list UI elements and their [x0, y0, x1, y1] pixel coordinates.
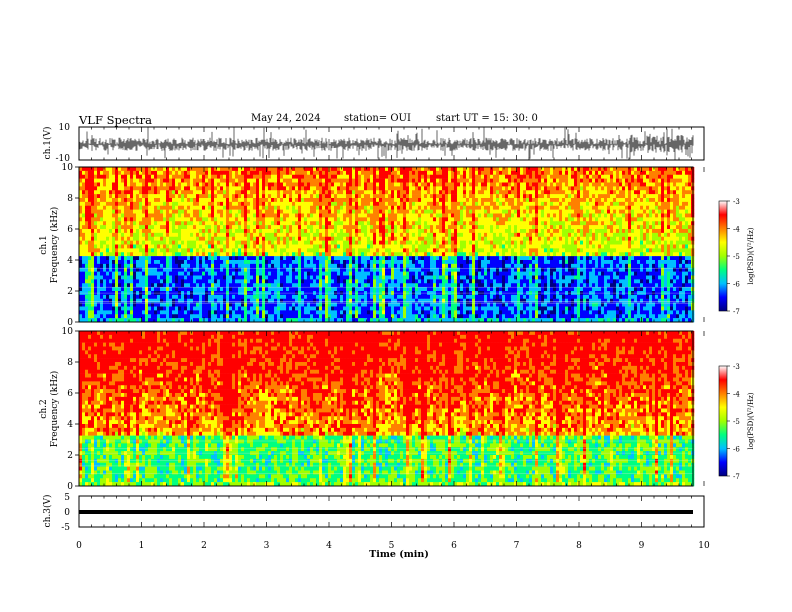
time-axis-ticks [78, 127, 705, 527]
colorbar-tick-label: -4 [733, 226, 740, 234]
ch1-spectrogram-channel-label: ch.1 [39, 235, 49, 254]
ch2-colorbar-ticks: -3 -4 -5 -6 -7 [727, 363, 740, 481]
time-tick-label: 7 [514, 541, 520, 551]
ch1-colorbar-label: log(PSD)(V²/Hz) [747, 227, 755, 284]
frequency-tick-label: 10 [62, 163, 74, 173]
ch3-waveform-ylabel: ch.3(V) [42, 495, 53, 528]
ch1-spectrogram-frame [78, 166, 694, 323]
date-label: May 24, 2024 [251, 113, 321, 124]
ch2-spectrogram-frame [78, 330, 694, 487]
ch1-colorbar [718, 200, 728, 312]
time-tick-label: 5 [389, 541, 395, 551]
colorbar-tick-label: -7 [733, 308, 740, 316]
start-time-label: start UT = 15: 30: 0 [436, 113, 538, 124]
ch1-ytick-bottom: -10 [56, 154, 71, 164]
ch2-colorbar-label: log(PSD)(V²/Hz) [747, 392, 755, 449]
time-axis-label: Time (min) [369, 549, 429, 560]
time-tick-label: 4 [326, 541, 332, 551]
ch1-ytick-top: 10 [59, 123, 71, 133]
colorbar-tick-label: -5 [733, 253, 740, 261]
station-label: station= OUI [344, 113, 411, 124]
frequency-tick-label: 8 [67, 194, 73, 204]
frequency-tick-label: 10 [62, 327, 74, 337]
time-tick-label: 0 [76, 541, 82, 551]
colorbar-tick-label: -3 [733, 198, 740, 206]
frequency-tick-label: 2 [67, 451, 73, 461]
ch1-waveform-trace [78, 127, 694, 160]
frequency-tick-label: 6 [67, 225, 73, 235]
colorbar-tick-label: -3 [733, 363, 740, 371]
frequency-tick-label: 8 [67, 358, 73, 368]
frequency-tick-label: 4 [67, 256, 73, 266]
ch1-waveform-panel: 10 -10 ch.1(V) [42, 123, 705, 164]
ch3-ytick-mid: 0 [64, 508, 70, 518]
time-tick-label: 2 [201, 541, 207, 551]
ch2-spectrogram-yticks: 0 2 4 6 8 10 [62, 327, 79, 492]
ch2-spectrogram-ylabel: Frequency (kHz) [49, 371, 60, 448]
frequency-tick-label: 2 [67, 287, 73, 297]
ch1-waveform-ylabel: ch.1(V) [42, 127, 53, 160]
ch3-ytick-bottom: -5 [61, 523, 70, 533]
time-tick-label: 6 [451, 541, 457, 551]
frequency-tick-label: 0 [67, 318, 73, 328]
frequency-tick-label: 6 [67, 389, 73, 399]
ch1-spectrogram-yticks: 0 2 4 6 8 10 [62, 163, 79, 328]
frequency-tick-label: 0 [67, 482, 73, 492]
frequency-tick-label: 4 [67, 420, 73, 430]
colorbar-tick-label: -7 [733, 473, 740, 481]
time-tick-label: 8 [576, 541, 582, 551]
time-tick-label: 3 [264, 541, 270, 551]
colorbar-tick-label: -5 [733, 418, 740, 426]
time-tick-label: 9 [639, 541, 645, 551]
time-tick-label: 1 [139, 541, 145, 551]
ch1-colorbar-ticks: -3 -4 -5 -6 -7 [727, 198, 740, 316]
ch1-spectrogram-ylabel: Frequency (kHz) [49, 207, 60, 284]
ch2-colorbar [718, 365, 728, 477]
ch3-ytick-top: 5 [64, 493, 70, 503]
time-tick-label: 10 [698, 541, 710, 551]
colorbar-tick-label: -6 [733, 281, 740, 289]
ch2-spectrogram-channel-label: ch.2 [39, 399, 49, 418]
figure-title: VLF Spectra [79, 113, 153, 127]
ch1-spectrogram-image [79, 167, 695, 323]
ch2-spectrogram-image [79, 331, 695, 487]
colorbar-tick-label: -4 [733, 391, 740, 399]
colorbar-tick-label: -6 [733, 446, 740, 454]
time-axis-ticklabels: 0 1 2 3 4 5 6 7 8 9 10 [76, 541, 710, 551]
